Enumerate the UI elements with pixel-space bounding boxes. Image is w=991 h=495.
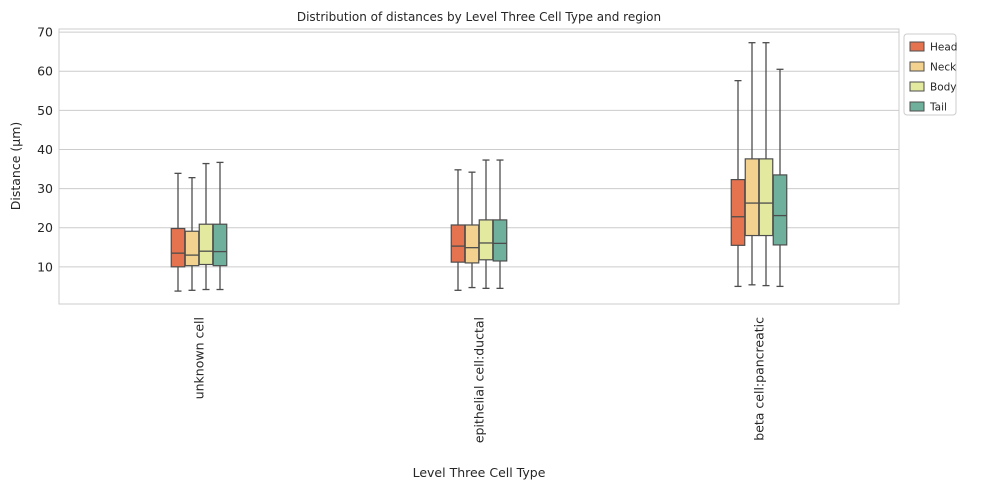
y-tick-label: 70 [37,25,53,40]
iqr-box [772,174,788,246]
y-tick-label: 40 [37,142,53,157]
iqr-box [450,224,466,263]
iqr-box [744,158,760,237]
box-body-1 [478,159,494,290]
legend-frame [903,33,957,116]
x-tick-label: beta cell:pancreatic [752,317,767,441]
iqr-box [758,158,774,237]
legend: Head Neck Body Tail [903,33,957,116]
y-tick-label: 30 [37,181,53,196]
y-tick-label: 60 [37,64,53,79]
box-tail-1 [492,159,508,290]
legend-label-neck: Neck [930,62,957,74]
x-axis-label: Level Three Cell Type [413,465,546,480]
box-head-1 [450,169,466,291]
box-tail-0 [212,161,228,291]
iqr-box [478,219,494,261]
iqr-box [492,219,508,262]
boxes [170,42,788,292]
iqr-box [184,230,200,267]
box-neck-0 [184,176,200,291]
legend-swatch-tail [909,101,925,112]
x-tick-label: epithelial cell:ductal [472,317,487,443]
iqr-box [198,223,214,266]
y-tick-labels: 10 20 30 40 50 60 70 [37,25,53,275]
legend-label-body: Body [930,82,957,94]
legend-swatch-neck [909,61,925,72]
y-tick-label: 20 [37,220,53,235]
legend-label-head: Head [930,42,957,54]
y-tick-label: 50 [37,103,53,118]
legend-swatch-body [909,81,925,92]
iqr-box [212,223,228,267]
box-body-2 [758,42,774,287]
legend-swatch-head [909,41,925,52]
iqr-box [170,227,186,268]
y-tick-label: 10 [37,259,53,274]
y-axis-label: Distance (µm) [8,122,23,211]
box-tail-2 [772,68,788,288]
iqr-box [464,224,480,264]
chart-title: Distribution of distances by Level Three… [297,10,661,24]
box-body-0 [198,162,214,291]
x-tick-labels: unknown cell epithelial cell:ductal beta c… [192,317,767,443]
x-tick-label: unknown cell [192,317,207,399]
legend-label-tail: Tail [929,102,947,114]
iqr-box [730,179,746,246]
